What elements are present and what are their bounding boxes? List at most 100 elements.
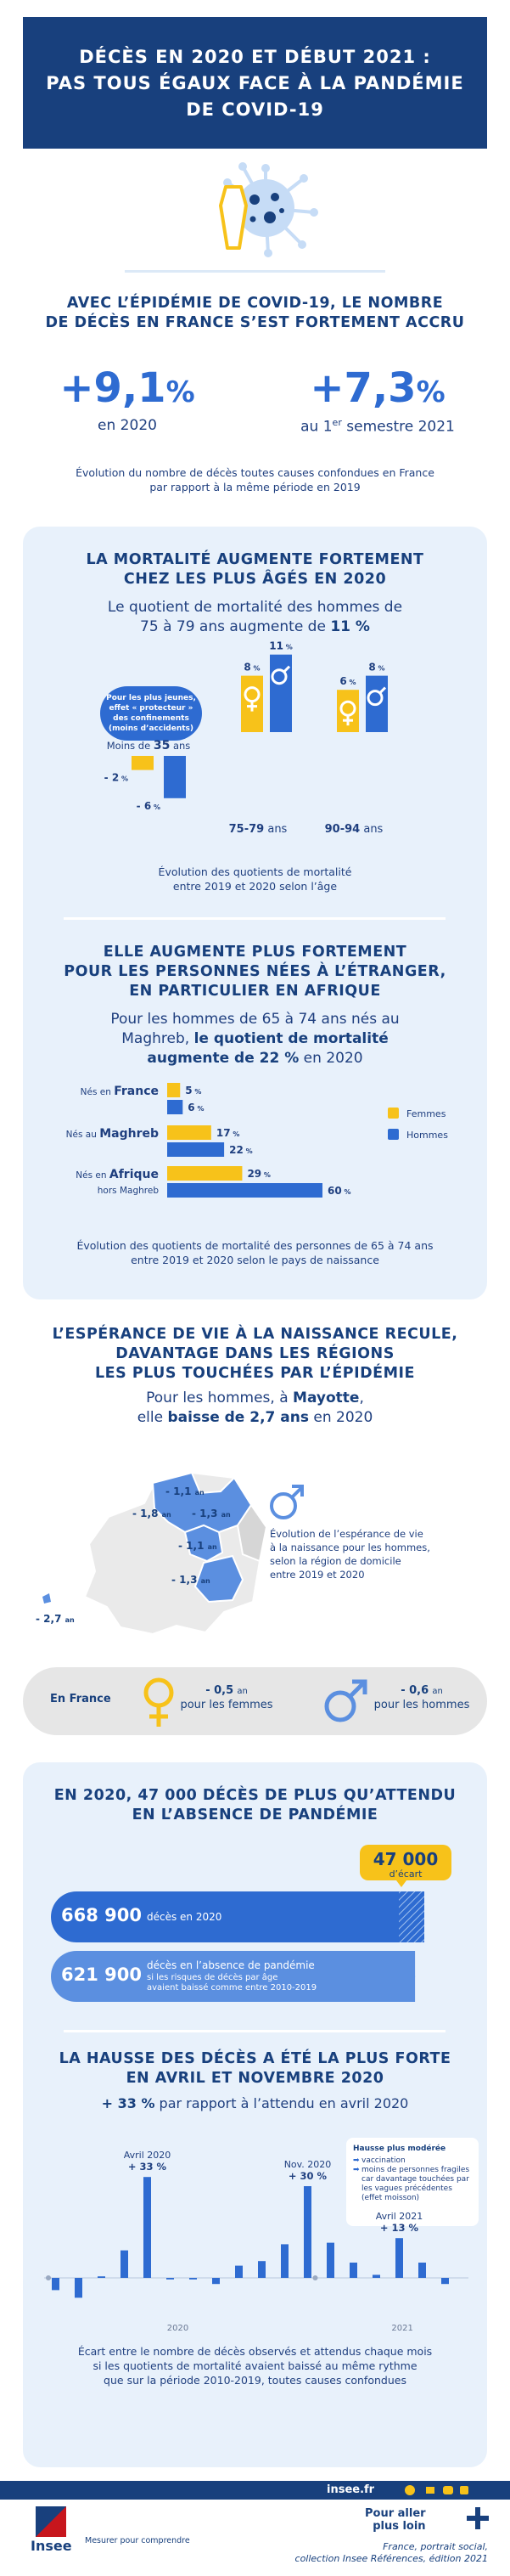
panel-divider-2 (64, 2030, 446, 2032)
linkedin-icon (460, 2486, 468, 2494)
birth-tick-label-1: Nés au Maghreb (66, 1127, 159, 1141)
age-tick-label-1: 75-79 ans (229, 823, 288, 836)
monthly-bar-5 (166, 2278, 174, 2280)
monthly-annotation-value-2: + 13 % (380, 2222, 419, 2234)
twitter-icon (426, 2487, 434, 2494)
youtube-icon (443, 2486, 453, 2494)
life-title-3: LES PLUS TOUCHÉES PAR L’ÉPIDÉMIE (95, 1365, 415, 1382)
birth-bar-f-0 (167, 1083, 181, 1097)
age-value-label-f-1: 8 % (244, 662, 260, 674)
monthly-bar-13 (350, 2263, 357, 2278)
divider (125, 270, 385, 273)
france-label: En France (50, 1693, 111, 1705)
stat-2020-unit: % (165, 375, 195, 409)
monthly-bar-9 (258, 2261, 266, 2278)
insee-logo-text: Insee (31, 2538, 72, 2554)
excess-bar-0 (51, 1891, 424, 1942)
monthly-bar-17 (441, 2278, 449, 2285)
monthly-note-3: que sur la période 2010-2019, toutes cau… (104, 2374, 406, 2387)
stat-2020-label: en 2020 (98, 417, 157, 434)
stat-2021-unit: % (416, 375, 446, 409)
foreign-title-1: ELLE AUGMENTE PLUS FORTEMENT (103, 944, 407, 961)
monthly-bar-6 (189, 2278, 197, 2280)
excess-gap-hatch (399, 1891, 424, 1942)
monthly-annotation-value-1: + 30 % (289, 2170, 328, 2182)
x-label-2020: 2020 (167, 2324, 188, 2333)
header-line-3: DE COVID-19 (186, 99, 324, 120)
age-sub-2: 75 à 79 ans augmente de 11 % (140, 618, 370, 635)
monthly-bar-0 (52, 2278, 59, 2291)
intro-title-2: DE DÉCÈS EN FRANCE S’EST FORTEMENT ACCRU (45, 314, 465, 331)
map-label-6: - 2,7 an (36, 1613, 75, 1625)
foreign-title-3: EN PARTICULIER EN AFRIQUE (129, 983, 381, 1000)
women-stat: - 0,5 an pour les femmes (180, 1684, 273, 1711)
age-bar-f-0 (132, 756, 154, 770)
age-sub-1: Le quotient de mortalité des hommes de (107, 599, 403, 616)
more-title: Pour aller plus loin (365, 2507, 426, 2533)
bar1-value: 668 900 (61, 1905, 142, 1925)
excess-title-2: EN L’ABSENCE DE PANDÉMIE (132, 1807, 378, 1823)
foreign-title-2: POUR LES PERSONNES NÉES À L’ÉTRANGER, (64, 963, 446, 980)
men-stat: - 0,6 an pour les hommes (373, 1684, 470, 1711)
gap-label: d’écart (390, 1869, 423, 1880)
monthly-sub: + 33 % par rapport à l’attendu en avril … (101, 2095, 409, 2111)
monthly-bar-10 (281, 2244, 289, 2278)
insee-logo-icon (36, 2506, 66, 2537)
birth-value-label-f-2: 29 % (247, 1168, 271, 1180)
birth-value-label-f-1: 17 % (216, 1127, 240, 1139)
age-tick-label-0: Moins de 35 ans (107, 739, 191, 753)
map-legend: Évolution de l’espérance de vie à la nai… (270, 1528, 430, 1581)
header-line-2: PAS TOUS ÉGAUX FACE À LA PANDÉMIE (46, 73, 464, 93)
map-region-centre (183, 1524, 224, 1563)
bar2-value: 621 900 (61, 1964, 142, 1985)
site-link[interactable]: insee.fr (327, 2483, 375, 2496)
monthly-annotation-title-2: Avril 2021 (376, 2211, 423, 2222)
birth-tick-label-0: Nés en France (81, 1085, 159, 1098)
age-note-1: Évolution des quotients de mortalité (158, 865, 352, 878)
panel-mortality (23, 527, 487, 1299)
foreign-note-1: Évolution des quotients de mortalité des… (76, 1239, 434, 1252)
birth-bar-m-1 (167, 1142, 225, 1157)
header-line-1: DÉCÈS EN 2020 ET DÉBUT 2021 : (79, 47, 431, 67)
female-symbol-icon (244, 686, 261, 703)
age-note-2: entre 2019 et 2020 selon l’âge (172, 880, 338, 893)
birth-value-label-m-1: 22 % (229, 1144, 253, 1156)
life-title-1: L’ESPÉRANCE DE VIE À LA NAISSANCE RECULE… (52, 1326, 458, 1343)
stat-2020-value: +9,1 (59, 364, 166, 412)
stat-2021: +7,3% au 1er semestre 2021 (272, 365, 484, 436)
monthly-bar-3 (120, 2250, 128, 2278)
foreign-note-2: entre 2019 et 2020 selon le pays de nais… (131, 1254, 379, 1266)
monthly-title-2: EN AVRIL ET NOVEMBRE 2020 (126, 2070, 384, 2087)
age-tick-label-2: 90-94 ans (325, 823, 384, 836)
age-value-label-m-1: 11 % (269, 640, 293, 652)
monthly-bar-2 (98, 2276, 105, 2278)
monthly-bar-14 (373, 2274, 380, 2278)
foreign-sub-3: augmente de 22 % en 2020 (147, 1050, 363, 1067)
age-bar-m-0 (164, 756, 186, 798)
map-label-1: - 1,1 an (165, 1485, 205, 1497)
age-title-2: CHEZ LES PLUS ÂGÉS EN 2020 (123, 571, 387, 588)
axis-year-dot (312, 2275, 318, 2280)
monthly-bar-1 (75, 2278, 82, 2298)
social-icons[interactable] (404, 2484, 472, 2496)
monthly-bar-4 (143, 2177, 151, 2278)
excess-deaths-chart: 47 000 d’écart 668 900 décès en 2020 621… (51, 1845, 451, 2002)
age-chart: - 2 %- 6 %8 %11 %6 %8 % Moins de 35 ans … (104, 640, 388, 836)
male-symbol-icon (270, 1485, 304, 1519)
monthly-bar-16 (418, 2263, 426, 2278)
panel-divider (64, 917, 446, 920)
france-summary: En France - 0,5 an pour les femmes - 0,6… (23, 1667, 487, 1735)
bar2-label-2: si les risques de décès par âge (147, 1972, 277, 1982)
birth-tick-label-2: Nés en Afrique (76, 1168, 159, 1181)
monthly-legend-box: Hausse plus modérée ➡ vaccination ➡ moins … (346, 2138, 479, 2226)
bar2-label-1: décès en l’absence de pandémie (147, 1959, 315, 1971)
stat-2020: +9,1% en 2020 (38, 365, 216, 434)
monthly-note-2: si les quotients de mortalité avaient ba… (92, 2359, 418, 2372)
bar1-label: décès en 2020 (147, 1911, 221, 1923)
footer-bar: insee.fr (0, 2481, 510, 2500)
legend-women-swatch (388, 1108, 399, 1119)
male-symbol-icon-2 (324, 1679, 367, 1722)
monthly-bar-7 (212, 2278, 220, 2285)
monthly-annotation-value-0: + 33 % (128, 2161, 167, 2173)
birthplace-chart: 5 % 6 % 17 % 22 % 29 % 60 % Nés en France Nés … (66, 1083, 448, 1198)
